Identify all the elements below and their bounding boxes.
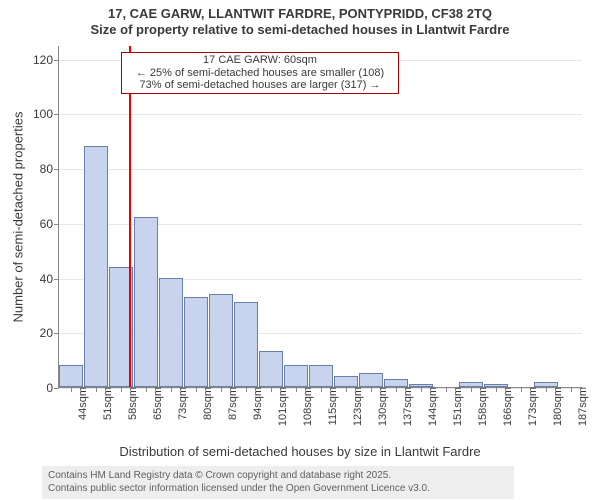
x-tick-label: 130sqm [371, 387, 389, 426]
gridline [59, 169, 582, 170]
chart-title-line2: Size of property relative to semi-detach… [0, 22, 600, 37]
property-size-histogram: 17, CAE GARW, LLANTWIT FARDRE, PONTYPRID… [0, 0, 600, 500]
plot-area: 02040608010012044sqm51sqm58sqm65sqm73sqm… [58, 46, 582, 388]
histogram-bar [334, 376, 358, 387]
histogram-bar [259, 351, 283, 387]
histogram-bar [384, 379, 408, 387]
chart-title-line1: 17, CAE GARW, LLANTWIT FARDRE, PONTYPRID… [0, 6, 600, 21]
y-axis-label: Number of semi-detached properties [11, 112, 26, 323]
histogram-bar [134, 217, 158, 387]
x-tick-label: 144sqm [421, 387, 439, 426]
x-tick-label: 58sqm [121, 387, 139, 420]
x-tick-label: 73sqm [171, 387, 189, 420]
annotation-line: 17 CAE GARW: 60sqm [125, 54, 395, 67]
x-tick-label: 151sqm [446, 387, 464, 426]
x-tick-label: 80sqm [196, 387, 214, 420]
histogram-bar [59, 365, 83, 387]
x-tick-label: 108sqm [296, 387, 314, 426]
x-tick-label: 166sqm [496, 387, 514, 426]
y-tick-label: 40 [40, 272, 59, 286]
x-tick-label: 173sqm [521, 387, 539, 426]
annotation-callout: 17 CAE GARW: 60sqm← 25% of semi-detached… [121, 52, 399, 94]
y-tick-label: 20 [40, 326, 59, 340]
x-tick-label: 180sqm [546, 387, 564, 426]
y-tick-label: 100 [33, 107, 59, 121]
y-tick-label: 120 [33, 53, 59, 67]
x-tick-label: 158sqm [471, 387, 489, 426]
footer-line: Contains HM Land Registry data © Crown c… [48, 470, 508, 483]
attribution-footer: Contains HM Land Registry data © Crown c… [42, 466, 514, 499]
y-tick-label: 80 [40, 162, 59, 176]
gridline [59, 114, 582, 115]
histogram-bar [359, 373, 383, 387]
histogram-bar [209, 294, 233, 387]
x-tick-label: 137sqm [396, 387, 414, 426]
annotation-line: 73% of semi-detached houses are larger (… [125, 79, 395, 92]
x-tick-label: 115sqm [321, 387, 339, 425]
x-tick-label: 187sqm [571, 387, 589, 426]
y-tick-label: 0 [46, 381, 59, 395]
x-axis-label: Distribution of semi-detached houses by … [0, 444, 600, 459]
subject-property-marker [129, 46, 131, 387]
annotation-line: ← 25% of semi-detached houses are smalle… [125, 67, 395, 80]
x-tick-label: 51sqm [96, 387, 114, 420]
footer-line: Contains public sector information licen… [48, 483, 508, 496]
histogram-bar [184, 297, 208, 387]
x-tick-label: 65sqm [146, 387, 164, 420]
y-tick-label: 60 [40, 217, 59, 231]
histogram-bar [309, 365, 333, 387]
histogram-bar [284, 365, 308, 387]
x-tick-label: 94sqm [246, 387, 264, 420]
histogram-bar [234, 302, 258, 387]
x-tick-label: 87sqm [221, 387, 239, 420]
x-tick-label: 123sqm [346, 387, 364, 426]
histogram-bar [84, 146, 108, 387]
histogram-bar [159, 278, 183, 387]
x-tick-label: 101sqm [271, 387, 289, 426]
x-tick-label: 44sqm [71, 387, 89, 420]
